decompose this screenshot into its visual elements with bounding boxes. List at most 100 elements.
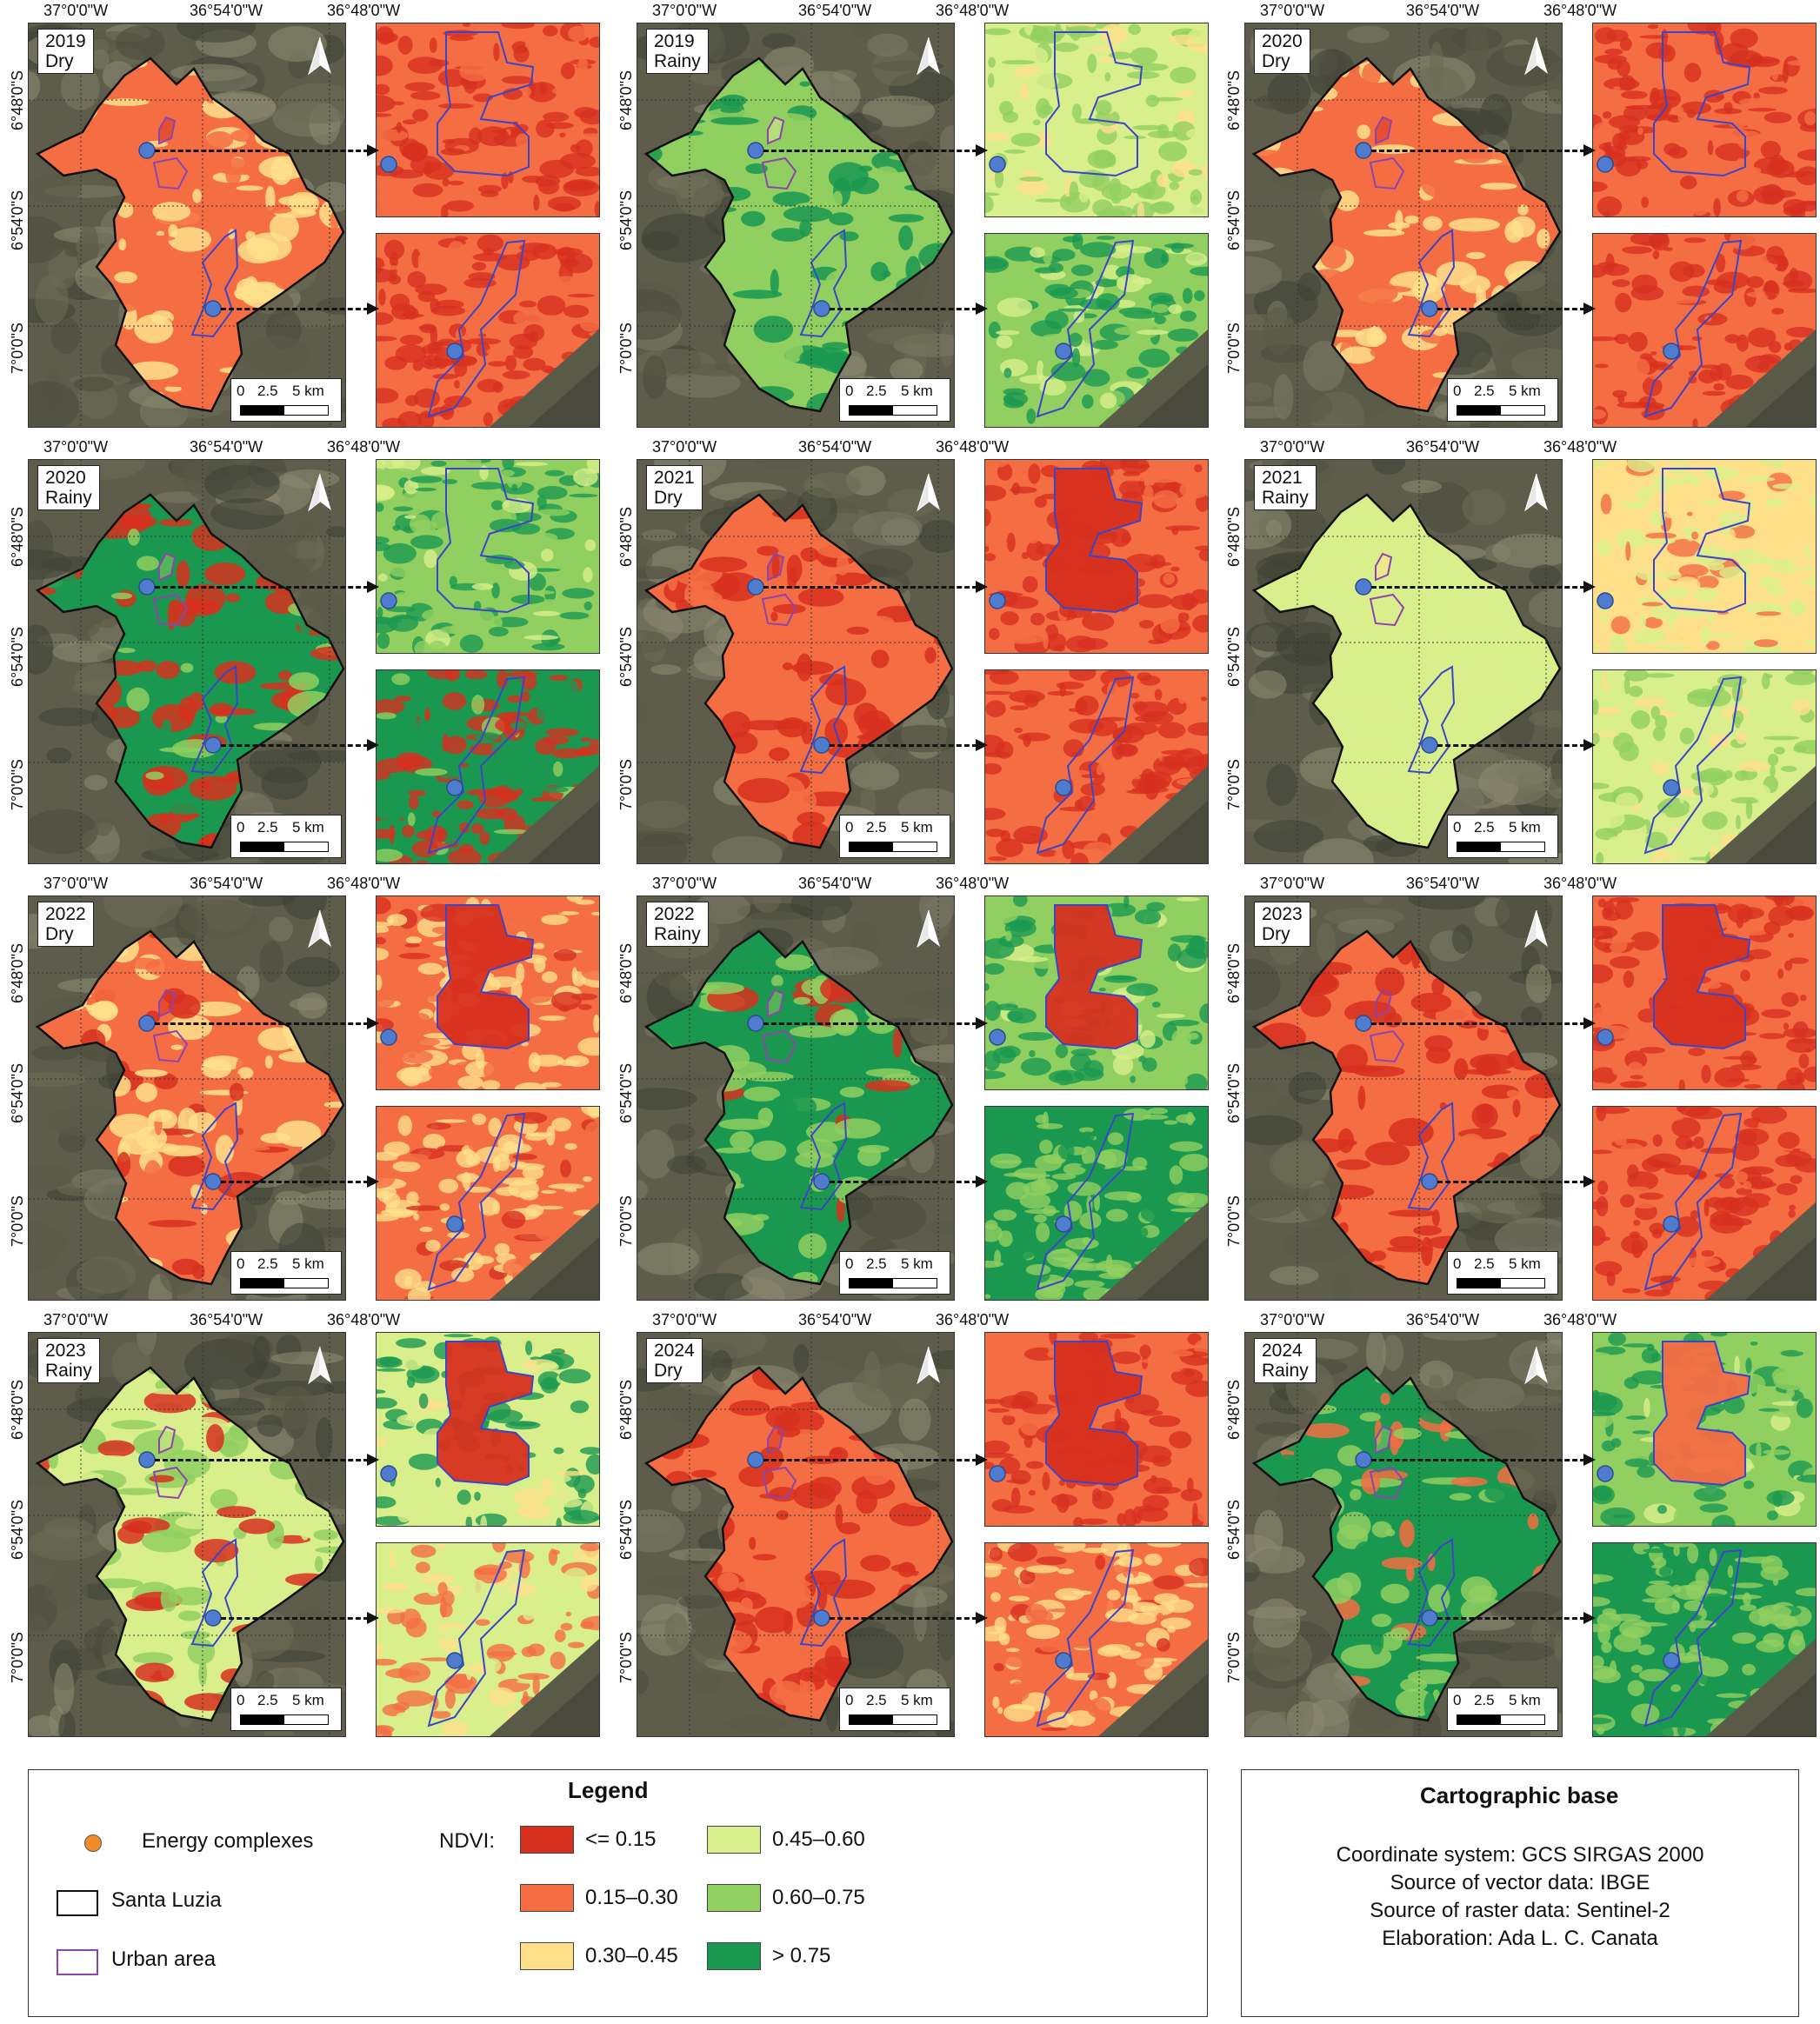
scale-label-mid: 2.5: [257, 1692, 278, 1708]
scale-label-0: 0: [1453, 1692, 1462, 1708]
inset-svg: [1593, 460, 1816, 653]
latitude-tick-label: 6°54'0"S: [9, 1499, 26, 1560]
main-map-svg: [29, 460, 345, 863]
longitude-tick-label: 37°0'0"W: [1260, 2, 1325, 19]
scale-label-end: 5 km: [1509, 1255, 1541, 1272]
inset-map-south: [984, 669, 1209, 864]
ndvi-panel: 37°0'0"W 36°54'0"W 36°48'0"W 6°48'0"S 6°54'0…: [1217, 436, 1820, 869]
carto-line-4: Elaboration: Ada L. C. Canata: [1382, 1927, 1658, 1950]
inset-map-north: [984, 459, 1209, 654]
main-map-svg: [1245, 1333, 1562, 1736]
inset-map-north: [376, 1332, 600, 1527]
scale-bar: 0 2.5 5 km: [230, 378, 342, 422]
latitude-tick-label: 6°48'0"S: [9, 942, 26, 1003]
season-label: Rainy: [45, 488, 92, 508]
scale-label-mid: 2.5: [1474, 383, 1495, 399]
inset-svg: [377, 234, 599, 427]
north-arrow-icon: [914, 36, 943, 77]
energy-complex-marker: [204, 1173, 222, 1190]
latitude-tick-label: 7°0'0"S: [9, 1195, 26, 1247]
inset-svg: [377, 23, 599, 216]
latitude-tick-label: 7°0'0"S: [617, 1631, 635, 1683]
scale-label-0: 0: [237, 819, 245, 836]
latitude-tick-label: 6°48'0"S: [617, 506, 635, 567]
energy-complex-marker: [747, 578, 764, 596]
carto-line-2: Source of vector data: IBGE: [1390, 1871, 1650, 1894]
period-label: 2024 Rainy: [1254, 1338, 1317, 1383]
inset-svg: [985, 670, 1208, 863]
scale-label-mid: 2.5: [866, 819, 887, 836]
north-arrow-icon: [305, 1345, 335, 1387]
ndvi-swatch-1: [520, 1826, 574, 1854]
scale-label-mid: 2.5: [1474, 819, 1495, 836]
energy-complex-marker: [138, 142, 156, 159]
latitude-tick-label: 6°48'0"S: [617, 70, 635, 130]
scale-graphic: [849, 1714, 937, 1725]
scale-bar: 0 2.5 5 km: [839, 378, 950, 422]
longitude-tick-label: 37°0'0"W: [652, 438, 717, 456]
legend-ndvi-label: NDVI:: [439, 1829, 496, 1853]
longitude-tick-label: 36°48'0"W: [327, 875, 401, 892]
year-label: 2020: [1262, 31, 1303, 51]
longitude-tick-label: 36°54'0"W: [1406, 875, 1480, 892]
inset-svg: [377, 460, 599, 653]
zoom-arrow: [155, 581, 379, 593]
inset-svg: [377, 896, 599, 1089]
scale-label-0: 0: [1453, 383, 1462, 399]
zoom-arrow: [763, 144, 988, 156]
scale-graphic: [240, 1714, 329, 1725]
latitude-tick-label: 6°48'0"S: [9, 1379, 26, 1440]
latitude-tick-label: 7°0'0"S: [617, 322, 635, 374]
scale-label-end: 5 km: [292, 383, 324, 399]
longitude-tick-label: 37°0'0"W: [1260, 1311, 1325, 1328]
zoom-arrow: [830, 1612, 988, 1624]
ndvi-panel: 37°0'0"W 36°54'0"W 36°48'0"W 6°48'0"S 6°54'0…: [1217, 0, 1820, 433]
inset-map-north: [984, 1332, 1209, 1527]
main-map-svg: [637, 460, 954, 863]
scale-label-end: 5 km: [292, 1692, 324, 1708]
scale-bar: 0 2.5 5 km: [1447, 815, 1558, 858]
longitude-tick-label: 37°0'0"W: [652, 1311, 717, 1328]
energy-complex-marker: [1355, 1015, 1372, 1032]
ndvi-panel: 37°0'0"W 36°54'0"W 36°48'0"W 6°48'0"S 6°54'0…: [609, 1309, 1212, 1742]
carto-line-3: Source of raster data: Sentinel-2: [1370, 1899, 1670, 1922]
longitude-tick-label: 36°48'0"W: [936, 2, 1010, 19]
energy-complex-marker: [813, 300, 830, 317]
latitude-tick-label: 7°0'0"S: [617, 1195, 635, 1247]
energy-complex-marker: [204, 300, 222, 317]
scale-graphic: [849, 1278, 937, 1288]
zoom-arrow: [221, 739, 379, 751]
north-arrow-icon: [1522, 472, 1551, 514]
inset-svg: [985, 23, 1208, 216]
longitude-tick-label: 36°54'0"W: [1406, 438, 1480, 456]
inset-map-south: [984, 1106, 1209, 1301]
carto-title: Cartographic base: [1420, 1782, 1619, 1808]
latitude-tick-label: 6°54'0"S: [617, 1062, 635, 1123]
scale-label-0: 0: [1453, 819, 1462, 836]
longitude-tick-label: 37°0'0"W: [1260, 875, 1325, 892]
energy-complex-marker: [1355, 1451, 1372, 1468]
main-ndvi-map: 2022 Rainy 0 2.5 5 km: [637, 895, 955, 1301]
ndvi-panel: 37°0'0"W 36°54'0"W 36°48'0"W 6°48'0"S 6°54'0…: [0, 0, 603, 433]
ndvi-class-4: 0.45–0.60: [772, 1828, 865, 1851]
inset-svg: [985, 1543, 1208, 1736]
zoom-arrow: [1371, 1454, 1596, 1466]
longitude-tick-label: 37°0'0"W: [652, 2, 717, 19]
inset-svg: [1593, 1543, 1816, 1736]
longitude-tick-label: 36°48'0"W: [327, 1311, 401, 1328]
period-label: 2020 Dry: [1254, 29, 1310, 74]
longitude-tick-label: 36°48'0"W: [1543, 2, 1617, 19]
year-label: 2022: [45, 904, 86, 924]
inset-map-south: [1592, 1106, 1817, 1301]
latitude-tick-label: 6°54'0"S: [617, 1499, 635, 1560]
latitude-tick-label: 6°54'0"S: [1225, 190, 1243, 250]
zoom-arrow: [221, 303, 379, 315]
ndvi-panel: 37°0'0"W 36°54'0"W 36°48'0"W 6°48'0"S 6°54'0…: [609, 436, 1212, 869]
inset-svg: [1593, 234, 1816, 427]
ndvi-panel: 37°0'0"W 36°54'0"W 36°48'0"W 6°48'0"S 6°54'0…: [0, 436, 603, 869]
scale-bar: 0 2.5 5 km: [839, 1688, 950, 1731]
main-map-svg: [1245, 896, 1562, 1300]
main-ndvi-map: 2020 Dry 0 2.5 5 km: [1244, 23, 1563, 428]
year-label: 2021: [1262, 468, 1303, 488]
energy-complex-marker: [747, 142, 764, 159]
